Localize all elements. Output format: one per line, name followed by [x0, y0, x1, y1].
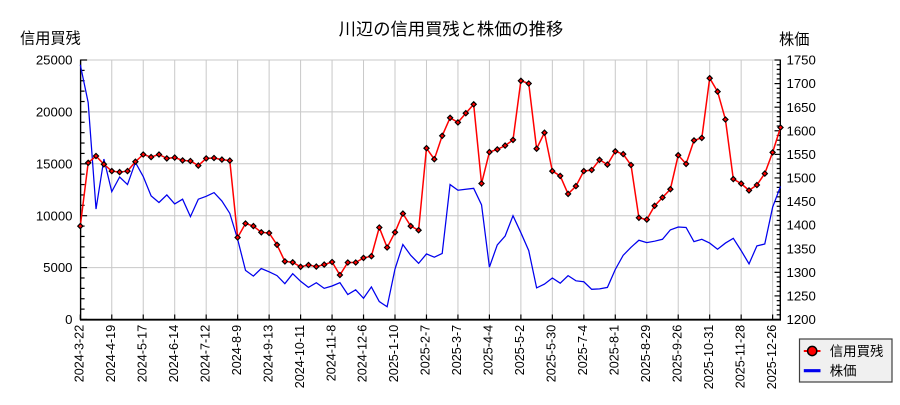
svg-text:2024-6-14: 2024-6-14	[167, 325, 181, 382]
svg-text:5000: 5000	[43, 260, 72, 275]
svg-text:2025-5-2: 2025-5-2	[513, 325, 527, 375]
svg-text:10000: 10000	[36, 208, 73, 223]
svg-text:1300: 1300	[787, 265, 816, 280]
svg-text:2025-8-29: 2025-8-29	[639, 325, 653, 382]
svg-text:1200: 1200	[787, 312, 816, 327]
svg-text:1550: 1550	[787, 147, 816, 162]
svg-text:信用買残: 信用買残	[20, 31, 81, 48]
svg-text:2025-9-26: 2025-9-26	[670, 325, 684, 382]
svg-text:1700: 1700	[787, 76, 816, 91]
svg-text:2024-7-12: 2024-7-12	[198, 325, 212, 382]
svg-text:2025-7-4: 2025-7-4	[576, 325, 590, 375]
svg-text:株価: 株価	[779, 32, 809, 49]
svg-text:2024-9-13: 2024-9-13	[261, 325, 275, 382]
svg-text:2025-2-7: 2025-2-7	[419, 325, 433, 375]
svg-text:20000: 20000	[36, 105, 73, 120]
svg-text:2024-8-9: 2024-8-9	[230, 325, 244, 375]
svg-text:2025-12-26: 2025-12-26	[765, 325, 779, 389]
svg-text:2025-8-1: 2025-8-1	[607, 325, 621, 375]
svg-text:1600: 1600	[787, 123, 816, 138]
svg-text:2025-11-28: 2025-11-28	[733, 325, 747, 389]
svg-text:2025-10-31: 2025-10-31	[702, 325, 716, 389]
svg-text:1250: 1250	[787, 289, 816, 304]
svg-text:1750: 1750	[787, 53, 816, 68]
svg-text:2025-1-10: 2025-1-10	[387, 325, 401, 382]
svg-text:0: 0	[65, 312, 72, 327]
svg-text:2024-11-8: 2024-11-8	[324, 325, 338, 381]
svg-text:2024-3-22: 2024-3-22	[73, 325, 87, 382]
svg-text:1500: 1500	[787, 171, 816, 186]
svg-text:1650: 1650	[787, 100, 816, 115]
svg-text:2024-5-17: 2024-5-17	[135, 325, 149, 382]
svg-text:1400: 1400	[787, 218, 816, 233]
svg-text:25000: 25000	[36, 53, 73, 68]
svg-text:2024-12-6: 2024-12-6	[356, 325, 370, 382]
svg-text:2025-4-4: 2025-4-4	[482, 325, 496, 375]
svg-text:信用買残: 信用買残	[830, 344, 884, 359]
svg-text:株価: 株価	[830, 364, 857, 379]
svg-text:2025-3-7: 2025-3-7	[450, 325, 464, 375]
svg-text:2024-4-19: 2024-4-19	[104, 325, 118, 382]
svg-text:川辺の信用買残と株価の推移: 川辺の信用買残と株価の推移	[339, 19, 564, 39]
svg-text:15000: 15000	[36, 156, 73, 171]
svg-text:2025-5-30: 2025-5-30	[545, 325, 559, 382]
svg-text:1450: 1450	[787, 194, 816, 209]
svg-text:2024-10-11: 2024-10-11	[293, 325, 307, 389]
svg-text:1350: 1350	[787, 241, 816, 256]
